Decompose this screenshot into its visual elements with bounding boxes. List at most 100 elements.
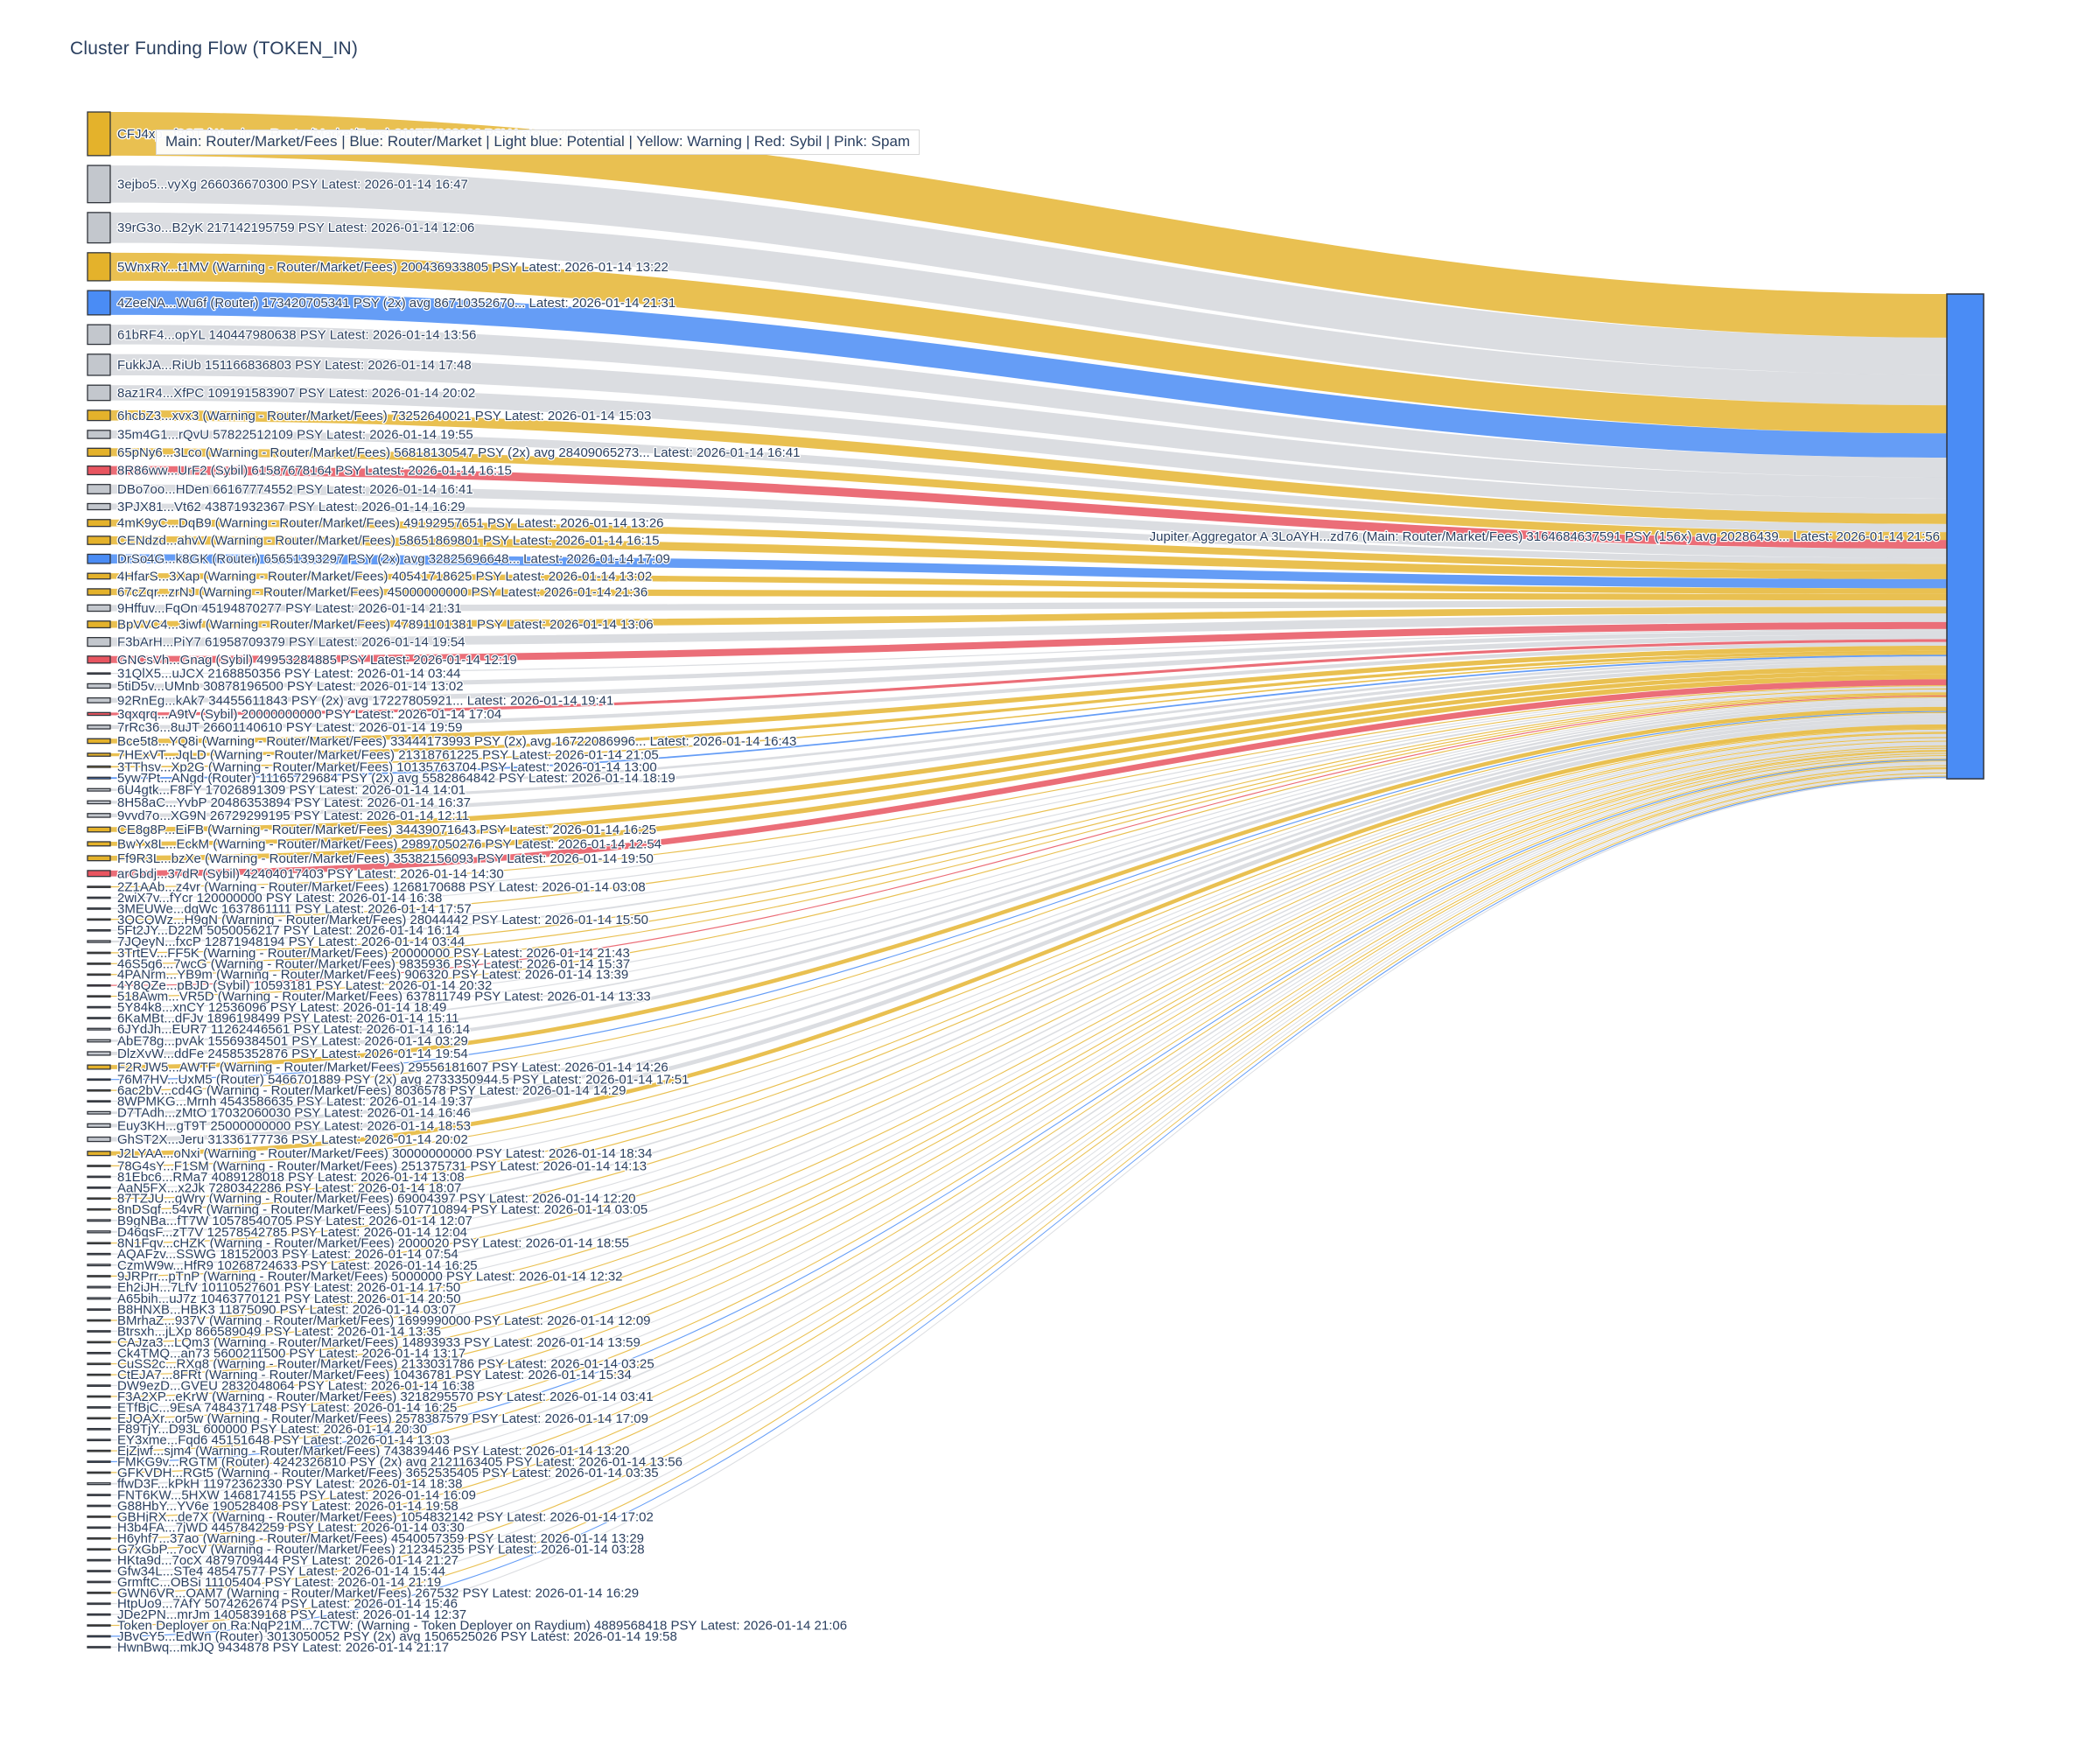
source-node[interactable] (87, 1494, 111, 1496)
source-node[interactable] (87, 484, 111, 494)
source-node[interactable] (87, 826, 111, 833)
source-node[interactable] (87, 973, 111, 976)
flow-link[interactable] (110, 325, 1947, 478)
source-node[interactable] (87, 1297, 111, 1300)
source-node[interactable] (87, 620, 111, 629)
source-node[interactable] (87, 1362, 111, 1366)
source-node[interactable] (87, 1624, 111, 1627)
source-node[interactable] (87, 855, 111, 862)
source-node[interactable] (87, 502, 111, 511)
source-node[interactable] (87, 1602, 111, 1606)
source-node[interactable] (87, 1352, 111, 1354)
source-node[interactable] (87, 1005, 111, 1009)
source-node[interactable] (87, 1634, 111, 1638)
flow-link[interactable] (110, 612, 1947, 647)
source-node[interactable] (87, 1197, 111, 1200)
source-node[interactable] (87, 1558, 111, 1562)
flow-link[interactable] (110, 448, 1947, 541)
source-node[interactable] (87, 928, 111, 932)
source-node[interactable] (87, 588, 111, 596)
source-node[interactable] (87, 711, 111, 717)
source-node[interactable] (87, 1039, 111, 1043)
source-node[interactable] (87, 813, 111, 818)
source-node[interactable] (87, 907, 111, 910)
source-node[interactable] (87, 738, 111, 745)
source-node[interactable] (87, 1526, 111, 1530)
source-node[interactable] (87, 1027, 111, 1031)
source-node[interactable] (87, 1536, 111, 1540)
source-node[interactable] (87, 1449, 111, 1452)
source-node[interactable] (87, 604, 111, 612)
source-node[interactable] (87, 1570, 111, 1572)
source-node[interactable] (87, 1219, 111, 1222)
source-node[interactable] (87, 290, 111, 316)
source-node[interactable] (87, 572, 111, 580)
flow-link[interactable] (110, 519, 1947, 571)
source-node[interactable] (87, 1175, 111, 1179)
flow-link[interactable] (110, 165, 1947, 375)
source-node[interactable] (87, 1516, 111, 1518)
flow-link[interactable] (110, 588, 1947, 601)
source-node[interactable] (87, 1208, 111, 1211)
source-node[interactable] (87, 672, 111, 676)
flow-link[interactable] (110, 290, 1947, 458)
source-node[interactable] (87, 1051, 111, 1056)
source-node[interactable] (87, 655, 111, 664)
source-node[interactable] (87, 637, 111, 648)
source-node[interactable] (87, 1078, 111, 1082)
source-node[interactable] (87, 984, 111, 987)
source-node[interactable] (87, 1482, 111, 1486)
flow-link[interactable] (110, 573, 1947, 594)
source-node[interactable] (87, 553, 111, 564)
source-node[interactable] (87, 696, 111, 704)
source-node[interactable] (87, 164, 111, 204)
source-node[interactable] (87, 1384, 111, 1387)
source-node[interactable] (87, 519, 111, 528)
source-node[interactable] (87, 1151, 111, 1157)
source-node[interactable] (87, 430, 111, 439)
source-node[interactable] (87, 1373, 111, 1376)
source-node[interactable] (87, 995, 111, 998)
source-node[interactable] (87, 841, 111, 847)
source-node[interactable] (87, 465, 111, 476)
source-node[interactable] (87, 1340, 111, 1344)
source-node[interactable] (87, 1110, 111, 1115)
flow-link[interactable] (110, 212, 1947, 406)
source-node[interactable] (87, 447, 111, 458)
source-node[interactable] (87, 1136, 111, 1143)
source-node[interactable] (87, 1504, 111, 1508)
source-node[interactable] (87, 1646, 111, 1648)
source-node[interactable] (87, 1580, 111, 1584)
source-node[interactable] (87, 1438, 111, 1442)
source-node[interactable] (87, 724, 111, 730)
source-node[interactable] (87, 962, 111, 965)
source-node[interactable] (87, 324, 111, 346)
source-node[interactable] (87, 886, 111, 888)
source-node[interactable] (87, 111, 111, 157)
source-node[interactable] (87, 1308, 111, 1311)
source-node[interactable] (87, 682, 111, 690)
source-node[interactable] (87, 788, 111, 792)
source-node[interactable] (87, 354, 111, 376)
source-node[interactable] (87, 1186, 111, 1189)
flow-link[interactable] (110, 410, 1947, 524)
flow-link[interactable] (110, 112, 1947, 338)
source-node[interactable] (87, 1285, 111, 1289)
source-node[interactable] (87, 1252, 111, 1256)
source-node[interactable] (87, 1471, 111, 1474)
flow-link[interactable] (110, 606, 1947, 628)
target-node[interactable] (1946, 293, 1984, 780)
source-node[interactable] (87, 410, 111, 422)
flow-link[interactable] (110, 536, 1947, 579)
source-node[interactable] (87, 1230, 111, 1234)
source-node[interactable] (87, 951, 111, 955)
flow-link[interactable] (110, 621, 1947, 663)
source-node[interactable] (87, 212, 111, 244)
source-node[interactable] (87, 1427, 111, 1431)
flow-link[interactable] (110, 600, 1947, 612)
flow-link[interactable] (110, 503, 1947, 564)
source-node[interactable] (87, 1100, 111, 1102)
flow-link[interactable] (110, 484, 1947, 558)
source-node[interactable] (87, 940, 111, 943)
source-node[interactable] (87, 776, 111, 780)
